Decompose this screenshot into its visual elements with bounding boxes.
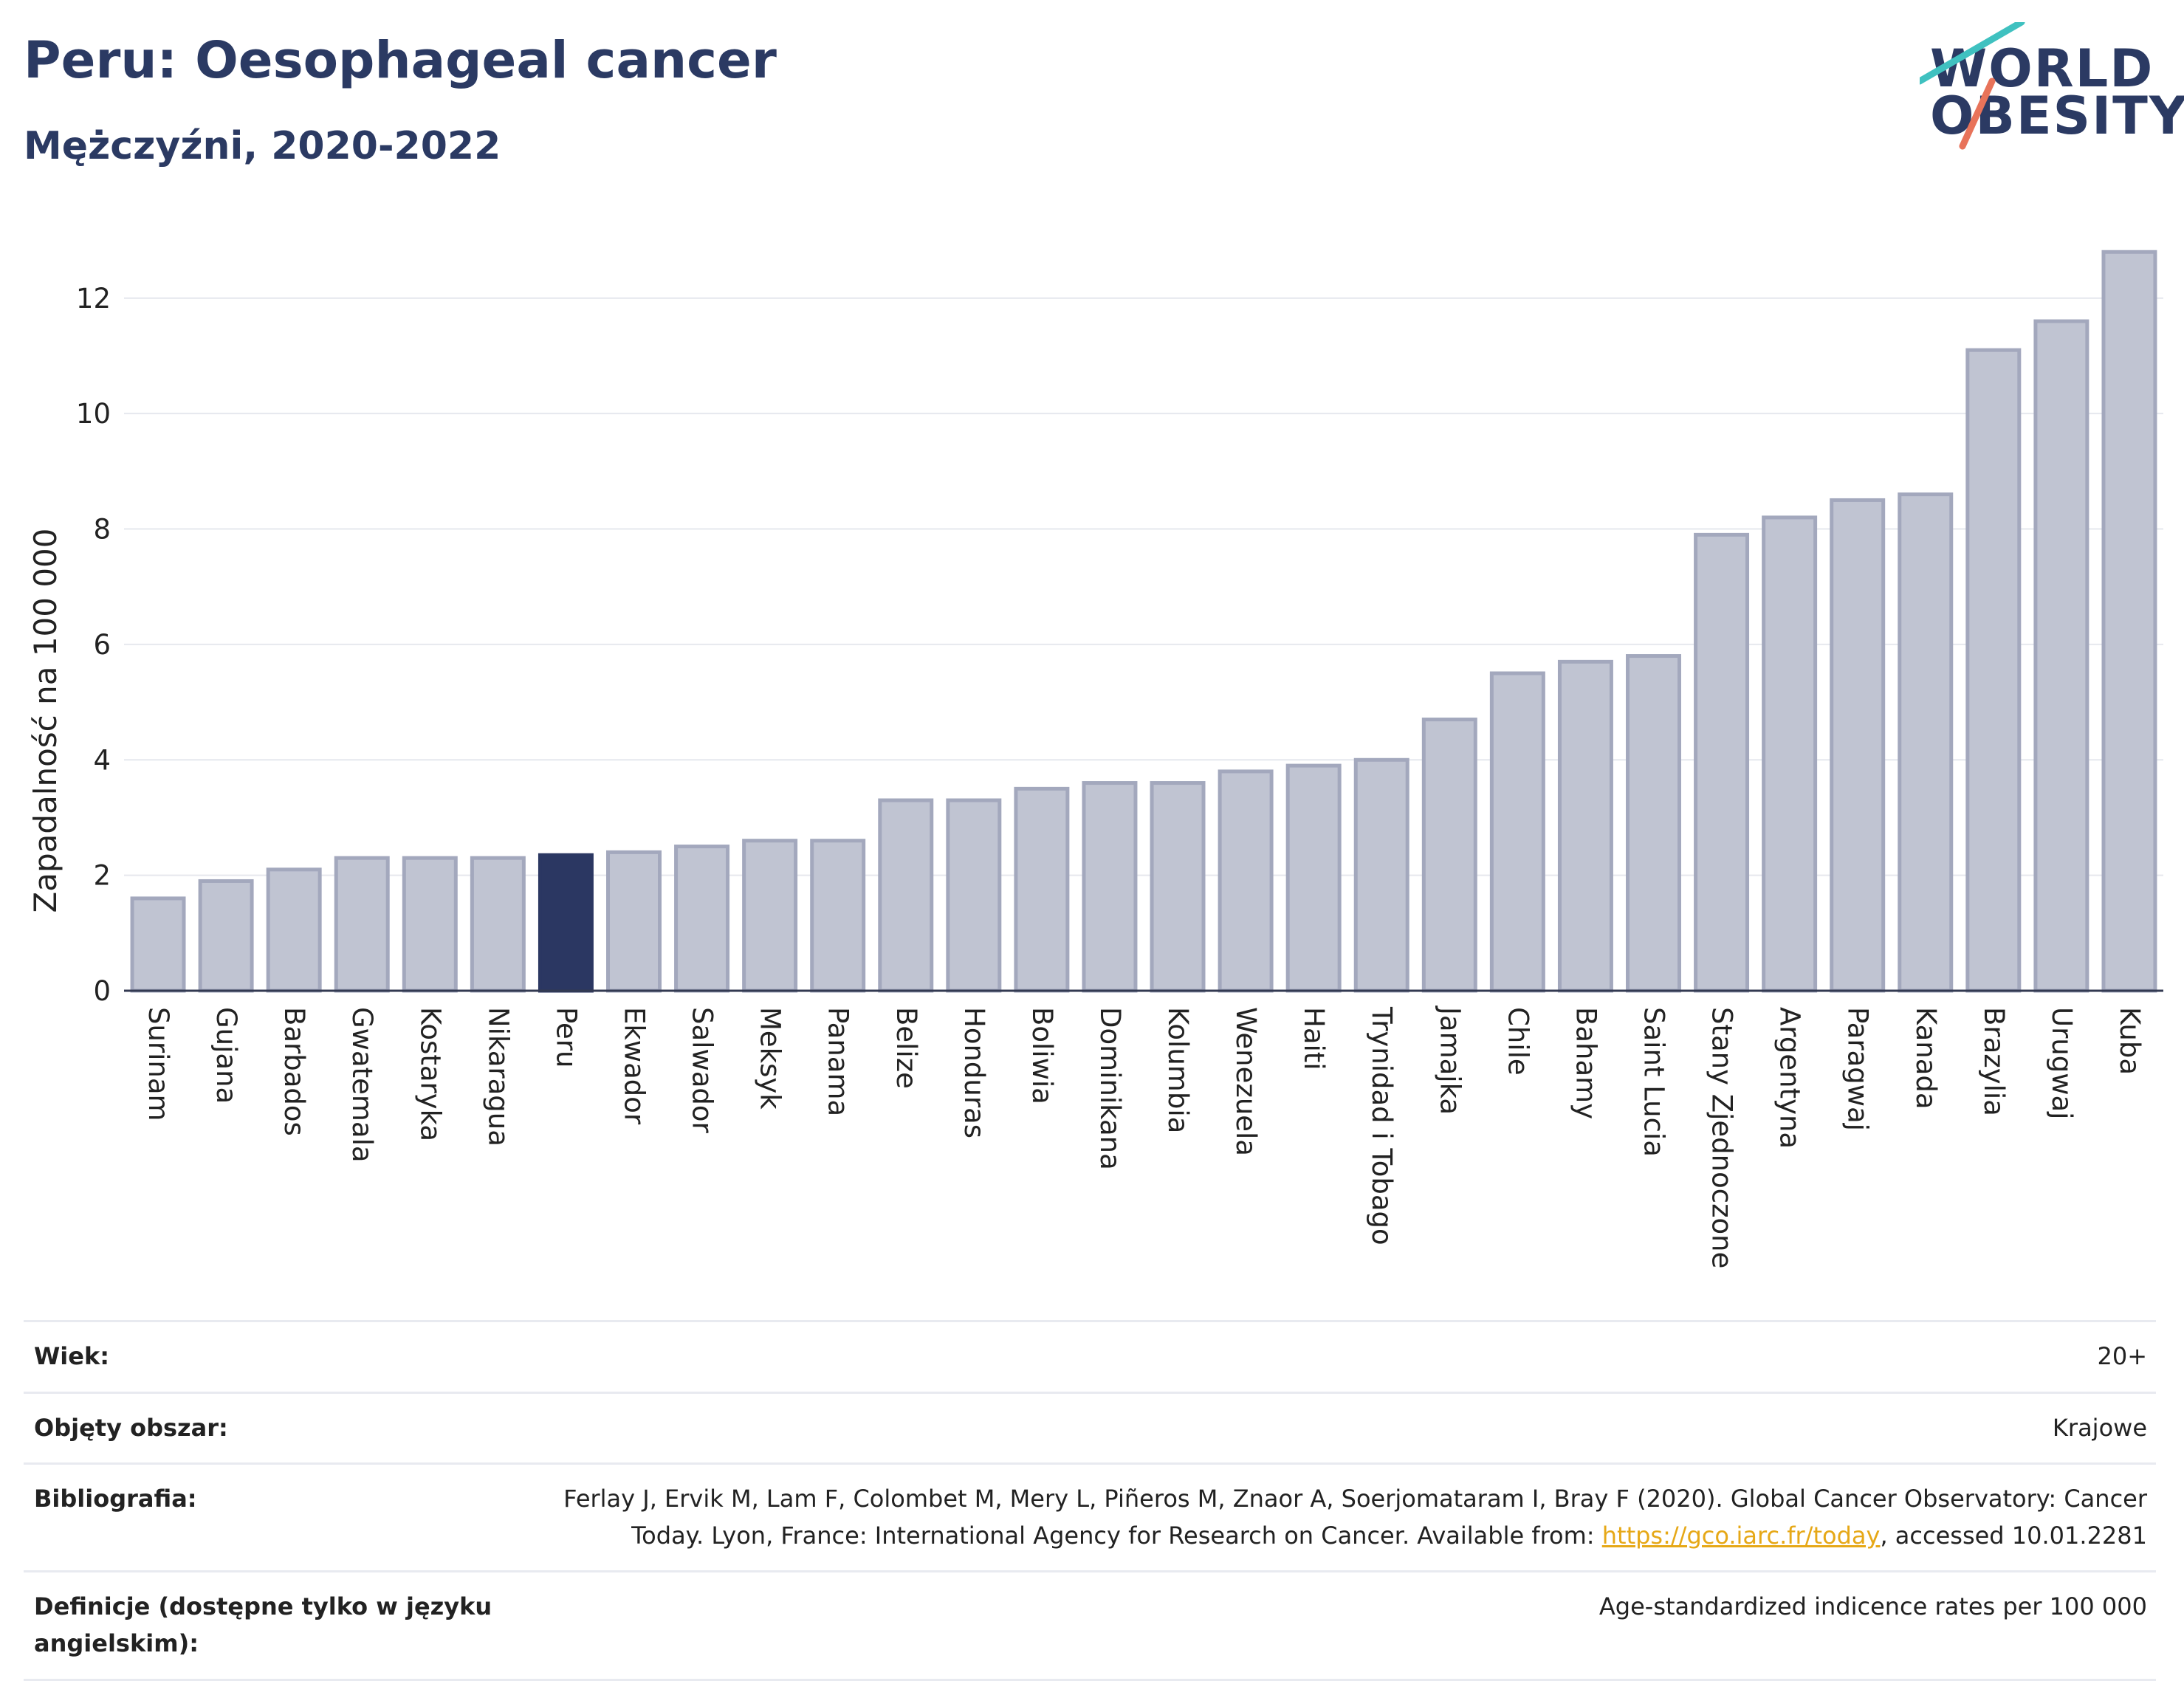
x-tick-label: Gwatemala [346, 1007, 378, 1163]
bar-kostaryka [402, 856, 458, 993]
bar-panama [810, 839, 866, 993]
bar-urugwaj [2033, 319, 2089, 993]
bars [130, 250, 2157, 993]
x-tick-label: Kostaryka [414, 1007, 446, 1141]
bar-haiti [1285, 763, 1342, 993]
bar-salwador [674, 845, 730, 993]
bar-kolumbia [1150, 781, 1206, 993]
y-tick-label: 0 [93, 975, 111, 1007]
logo-slash-bottom [1959, 78, 1996, 150]
x-tick-label: Kuba [2114, 1007, 2146, 1075]
bibliography-line-1: Ferlay J, Ervik M, Lam F, Colombet M, Me… [563, 1485, 2147, 1513]
x-tick-label: Kanada [1910, 1007, 1942, 1110]
x-tick-label: Urugwaj [2046, 1007, 2078, 1119]
x-tick-label: Argentyna [1774, 1007, 1806, 1149]
bar-bahamy [1557, 659, 1613, 993]
x-tick-label: Peru [550, 1007, 582, 1068]
bar-belize [878, 798, 934, 993]
bar-kanada [1898, 492, 1954, 993]
bar-barbados [266, 867, 322, 993]
bar-boliwia [1014, 786, 1070, 993]
x-tick-label: Ekwador [619, 1007, 650, 1125]
bibliography-line-2-end: , accessed 10.01.2281 [1880, 1521, 2147, 1550]
bar-saint-lucia [1626, 654, 1681, 993]
y-axis-title: Zapadalność na 100 000 [27, 528, 63, 912]
bar-argentyna [1762, 515, 1818, 993]
page-subtitle: Mężczyźni, 2020-2022 [24, 124, 501, 168]
bar-nikaragua [470, 856, 526, 993]
bibliography-label: Bibliografia: [24, 1462, 515, 1573]
x-tick-label: Haiti [1298, 1007, 1330, 1070]
info-table: Wiek: 20+ Objęty obszar: Krajowe Bibliog… [24, 1320, 2156, 1681]
logo-slash-top [1920, 22, 2025, 85]
age-label: Wiek: [24, 1320, 515, 1394]
x-tick-label: Barbados [278, 1007, 310, 1136]
x-tick-label: Honduras [958, 1007, 990, 1138]
y-axis-ticks: 0 2 4 6 8 10 12 [76, 283, 111, 1007]
bar-dominikana [1082, 781, 1138, 993]
x-tick-label: Surinam [142, 1007, 174, 1121]
coverage-label: Objęty obszar: [24, 1391, 515, 1465]
x-tick-label: Trynidad i Tobago [1366, 1006, 1398, 1245]
bar-gwatemala [334, 856, 390, 993]
x-axis-labels: Surinam Gujana Barbados Gwatemala Kostaryka N… [142, 1005, 2146, 1268]
y-tick-label: 10 [76, 398, 111, 430]
x-tick-label: Kolumbia [1162, 1007, 1194, 1133]
gridlines [124, 297, 2163, 876]
bar-surinam [130, 896, 186, 993]
page-title: Peru: Oesophageal cancer [24, 31, 777, 90]
age-value: 20+ [515, 1320, 2156, 1394]
x-tick-label: Dominikana [1094, 1007, 1126, 1170]
x-tick-label: Saint Lucia [1638, 1007, 1670, 1157]
bar-gujana [198, 879, 254, 993]
bar-jamajka [1421, 718, 1477, 993]
y-tick-label: 4 [93, 744, 111, 776]
x-tick-label: Meksyk [755, 1007, 786, 1110]
bar-wenezuela [1218, 769, 1274, 993]
logo-word-obesity: OBESITY [1930, 86, 2184, 146]
bar-trynidad-i-tobago [1353, 757, 1409, 993]
info-row-definitions: Definicje (dostępne tylko w języku angie… [24, 1570, 2156, 1681]
x-tick-label: Wenezuela [1230, 1007, 1262, 1156]
x-tick-label: Bahamy [1570, 1007, 1601, 1119]
y-tick-label: 8 [93, 514, 111, 546]
x-tick-label: Brazylia [1978, 1007, 2010, 1116]
definitions-value: Age-standardized indicence rates per 100… [515, 1570, 2156, 1681]
x-tick-label: Panama [823, 1007, 854, 1116]
info-row-age: Wiek: 20+ [24, 1320, 2156, 1394]
coverage-value: Krajowe [515, 1391, 2156, 1465]
info-row-bibliography: Bibliografia: Ferlay J, Ervik M, Lam F, … [24, 1462, 2156, 1573]
x-tick-label: Belize [890, 1007, 922, 1089]
x-tick-label: Paragwaj [1842, 1007, 1874, 1131]
x-tick-label: Chile [1502, 1007, 1534, 1076]
y-tick-label: 12 [76, 283, 111, 314]
x-tick-label: Gujana [210, 1007, 242, 1104]
x-tick-label: Salwador [687, 1007, 718, 1133]
x-tick-label: Stany Zjednoczone [1706, 1007, 1738, 1268]
world-obesity-logo: WORLD OBESITY [1920, 22, 2184, 155]
logo-slash-icon [1920, 22, 2025, 150]
incidence-bar-chart: 0 2 4 6 8 10 12 Surinam Gujana Barbados Gwatemala… [27, 250, 2163, 1268]
bar-paragwaj [1830, 498, 1886, 993]
x-tick-label: Boliwia [1026, 1007, 1058, 1104]
bibliography-value: Ferlay J, Ervik M, Lam F, Colombet M, Me… [515, 1462, 2156, 1573]
bar-peru [538, 853, 594, 993]
bar-honduras [946, 798, 1002, 993]
x-tick-label: Nikaragua [482, 1007, 514, 1147]
x-tick-label: Jamajka [1434, 1005, 1466, 1115]
bibliography-link[interactable]: https://gco.iarc.fr/today [1601, 1521, 1881, 1550]
bar-kuba [2101, 250, 2157, 993]
bibliography-line-2-start: Today. Lyon, France: International Agenc… [631, 1521, 1602, 1550]
y-tick-label: 2 [93, 860, 111, 892]
bar-brazylia [1965, 348, 2022, 993]
bar-meksyk [742, 839, 798, 993]
y-tick-label: 6 [93, 629, 111, 661]
info-row-coverage: Objęty obszar: Krajowe [24, 1391, 2156, 1465]
bar-chile [1489, 671, 1545, 993]
definitions-label: Definicje (dostępne tylko w języku angie… [24, 1570, 515, 1681]
bar-ekwador [606, 850, 662, 993]
bar-stany-zjednoczone [1694, 532, 1750, 993]
